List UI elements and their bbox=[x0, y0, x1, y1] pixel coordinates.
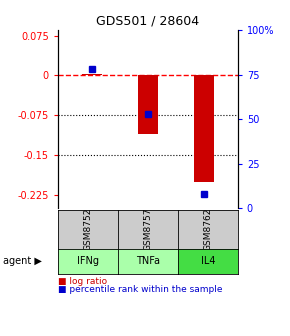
Text: agent ▶: agent ▶ bbox=[3, 256, 42, 266]
Text: GSM8757: GSM8757 bbox=[143, 208, 153, 251]
Bar bbox=[138, 75, 158, 134]
Text: GSM8762: GSM8762 bbox=[203, 208, 212, 251]
Text: IL4: IL4 bbox=[201, 256, 215, 266]
Text: GSM8752: GSM8752 bbox=[84, 208, 93, 251]
Text: TNFa: TNFa bbox=[136, 256, 160, 266]
Title: GDS501 / 28604: GDS501 / 28604 bbox=[96, 15, 200, 28]
Text: IFNg: IFNg bbox=[77, 256, 99, 266]
Text: ■ log ratio: ■ log ratio bbox=[58, 277, 107, 286]
Bar bbox=[82, 74, 101, 75]
Text: ■ percentile rank within the sample: ■ percentile rank within the sample bbox=[58, 285, 222, 294]
Bar bbox=[194, 75, 214, 182]
